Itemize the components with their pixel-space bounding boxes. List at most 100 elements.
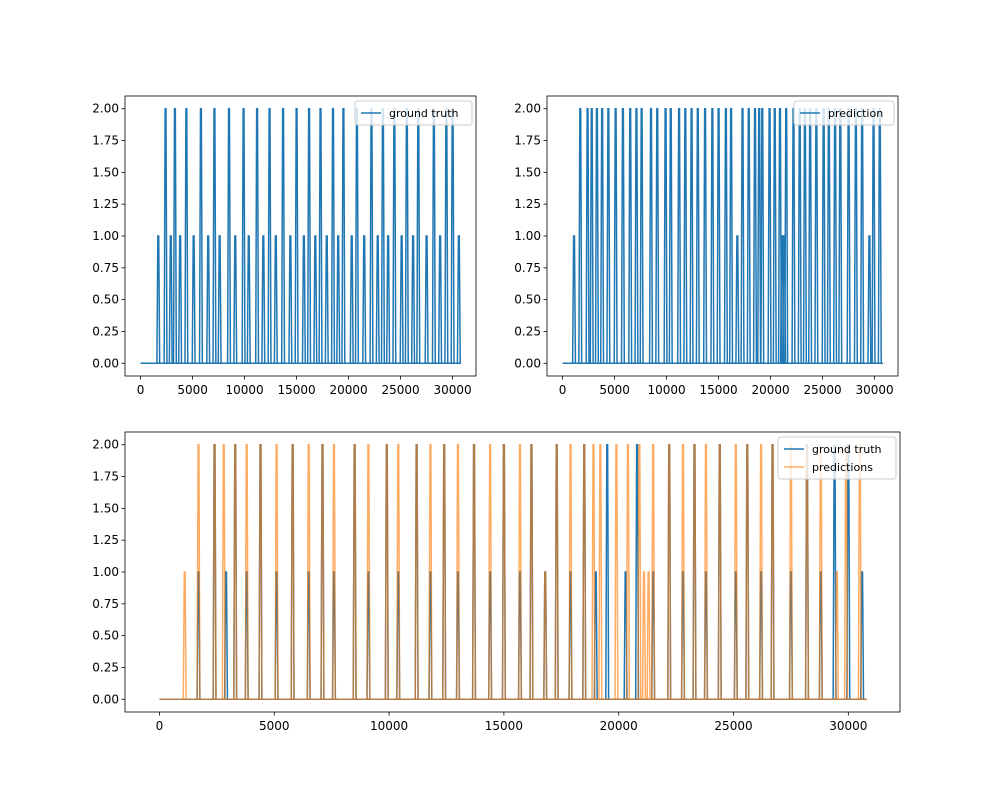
y-tick-label: 1.75 [514,134,541,148]
spike [349,235,354,364]
spike [606,107,611,364]
y-tick-label: 0.00 [92,692,119,706]
spike [198,107,204,364]
spike [752,107,758,364]
spike [196,443,201,700]
spike [543,571,548,700]
spike [366,443,371,700]
y-tick-label: 0.50 [92,293,119,307]
x-tick-label: 25000 [714,719,752,733]
spike [625,443,631,700]
spike [261,235,266,364]
y-tick-label: 1.00 [92,229,119,243]
spike [728,107,734,364]
x-tick-label: 15000 [700,383,738,397]
spike [784,107,789,364]
spike [233,443,238,700]
y-tick-label: 1.00 [92,565,119,579]
y-tick-label: 1.25 [92,533,119,547]
spike [233,235,238,364]
spike [758,443,764,700]
spike [634,107,639,364]
spike [735,235,740,364]
x-tick-label: 25000 [804,383,842,397]
spike [288,235,293,364]
x-tick-label: 30000 [829,719,867,733]
y-tick-label: 1.00 [514,229,541,243]
spike [320,443,325,700]
spike [177,235,183,364]
spike [318,107,323,364]
spike [614,443,619,700]
spike [385,235,391,364]
spike [306,443,311,700]
spike [254,107,260,364]
plots: 0 5000 10000 15000 20000 25000 30000 0.00 0.25 0.… [92,95,901,733]
spike [442,443,447,700]
spike [745,443,750,700]
spike [168,235,173,364]
x-tick-label: 0 [156,719,164,733]
x-tick-label: 20000 [752,383,790,397]
spike [680,443,686,700]
spike [760,107,765,364]
y-tick-label: 0.25 [92,324,119,338]
spike [241,107,246,364]
spike [667,443,672,700]
spike [280,107,286,364]
spike [399,235,404,364]
spike [206,235,211,364]
spike [723,107,729,364]
spike [217,235,222,364]
spike [274,443,279,700]
spike [834,571,839,700]
spike [648,107,654,364]
spike [655,107,660,364]
legend: ground truth predictions [777,436,897,480]
spike [605,443,610,700]
legend-label: ground truth [812,443,882,456]
spike [689,107,694,364]
y-tick-label: 1.75 [92,134,119,148]
spike [692,443,697,700]
x-tick-label: 5000 [599,383,630,397]
spike [313,235,318,364]
spike [637,443,642,700]
y-tick-label: 2.00 [514,102,541,116]
x-tick-label: 5000 [177,383,208,397]
x-tick-label: 30000 [434,383,472,397]
y-tick-label: 0.75 [92,261,119,275]
spike [770,443,775,700]
spike [352,443,357,700]
spike [578,107,583,364]
spike [362,235,367,364]
legend-label: predictions [812,461,873,474]
spike [258,443,263,700]
spike [437,235,443,364]
spike [668,107,673,364]
spike [290,443,295,700]
x-tick-label: 5000 [259,719,290,733]
x-tick-label: 20000 [600,719,638,733]
spike [182,571,187,700]
spike [529,443,534,700]
spike [384,443,389,700]
spike [330,107,336,364]
spike [716,107,721,364]
y-tick-label: 1.25 [514,197,541,211]
spike [746,107,751,364]
spike [585,107,590,364]
spike [710,107,715,364]
spike [428,443,433,700]
chart-1: 0 5000 10000 15000 20000 25000 30000 0.00 0.25 0.… [92,95,477,397]
x-tick-label: 20000 [330,383,368,397]
y-tick-label: 1.50 [514,165,541,179]
y-tick-label: 1.50 [92,501,119,515]
spike [396,443,401,700]
spike [156,235,161,364]
y-tick-label: 2.00 [92,438,119,452]
legend: prediction [793,100,895,126]
y-tick-label: 0.00 [514,356,541,370]
spike [471,443,477,700]
spike [267,107,272,364]
